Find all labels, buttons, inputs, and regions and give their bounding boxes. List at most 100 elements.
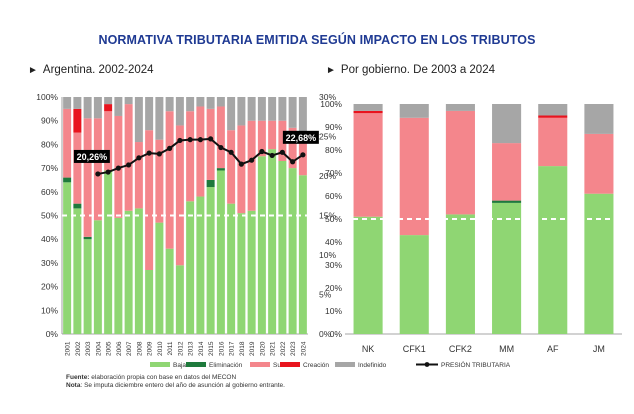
tax-pressure-label: 20,26% — [77, 152, 108, 162]
right-y-tick-label: 30% — [325, 260, 342, 270]
left-bar-segment — [155, 97, 164, 140]
left-x-tick-label: 2001 — [65, 341, 72, 356]
left-bar-segment — [298, 139, 307, 176]
left-bar-segment — [206, 179, 215, 188]
tax-pressure-point — [259, 148, 265, 155]
tax-pressure-label: 22,68% — [286, 133, 317, 143]
left-x-tick-label: 2013 — [188, 341, 195, 356]
tax-pressure-point — [228, 149, 234, 155]
left-bar-segment — [216, 170, 225, 334]
tax-pressure-point — [249, 157, 255, 163]
right-bar-segment — [445, 214, 475, 334]
left-x-tick-label: 2016 — [218, 341, 225, 356]
left-y-tick-label: 30% — [41, 258, 58, 268]
left-bar-segment — [288, 168, 297, 334]
tax-pressure-point — [269, 152, 275, 159]
secondary-y-tick-label: 15% — [319, 211, 336, 221]
source-label: Fuente: — [66, 374, 90, 381]
secondary-y-tick-label: 20% — [319, 171, 336, 181]
legend-swatch-suba — [250, 362, 270, 367]
left-bar-segment — [104, 97, 113, 105]
right-bar-segment — [445, 104, 475, 111]
left-bar-segment — [206, 108, 215, 180]
right-x-tick-label: CFK1 — [403, 344, 426, 354]
tax-pressure-point — [279, 149, 285, 155]
left-x-tick-label: 2023 — [290, 341, 297, 356]
left-bar-segment — [83, 97, 92, 119]
left-bar-segment — [268, 120, 277, 150]
tax-pressure-point — [126, 162, 132, 168]
left-x-tick-label: 2002 — [75, 341, 82, 356]
legend-swatch-baja — [150, 362, 170, 367]
left-bar-segment — [227, 203, 236, 334]
footnote-label: Nota — [66, 382, 81, 389]
left-bar-segment — [227, 130, 236, 204]
right-chart-subtitle: ► Por gobierno. De 2003 a 2024 — [326, 64, 495, 76]
tax-pressure-point — [238, 161, 244, 167]
right-y-tick-label: 10% — [325, 306, 342, 316]
tax-pressure-label-box — [73, 149, 110, 163]
left-bar-segment — [63, 97, 72, 109]
left-x-tick-label: 2010 — [157, 341, 164, 356]
left-y-tick-label: 100% — [36, 92, 58, 102]
left-bar-segment — [93, 97, 102, 119]
right-y-tick-label: 60% — [325, 191, 342, 201]
footnote-text: : Se imputa diciembre entero del año de … — [80, 382, 285, 389]
left-bar-segment — [73, 108, 82, 133]
left-bar-segment — [298, 175, 307, 334]
left-bar-segment — [268, 149, 277, 334]
left-bar-segment — [124, 104, 133, 211]
left-bar-segment — [155, 222, 164, 334]
right-bar-segment — [353, 216, 383, 334]
left-bar-segment — [257, 156, 266, 334]
legend-swatch-indefinido — [335, 362, 355, 367]
right-bar-segment — [538, 166, 568, 334]
chart-title: NORMATIVA TRIBUTARIA EMITIDA SEGÚN IMPAC… — [98, 33, 536, 47]
right-bar-segment — [584, 104, 614, 134]
tax-pressure-label-box — [282, 130, 319, 144]
left-bar-segment — [216, 97, 225, 107]
left-bar-segment — [237, 97, 246, 126]
left-x-tick-label: 2009 — [147, 341, 154, 356]
left-bar-segment — [298, 97, 307, 140]
left-bar-segment — [175, 125, 184, 266]
right-bar-segment — [538, 117, 568, 167]
left-y-tick-label: 20% — [41, 282, 58, 292]
left-bar-segment — [165, 248, 174, 334]
right-bar-segment — [492, 202, 522, 334]
legend-label-presion: PRESIÓN TRIBUTARIA — [441, 360, 511, 369]
left-x-tick-label: 2014 — [198, 341, 205, 356]
left-bar-segment — [134, 142, 143, 209]
left-bar-segment — [278, 97, 287, 121]
tax-pressure-point — [167, 145, 173, 151]
left-bar-segment — [227, 97, 236, 131]
footnote: Nota: Se imputa diciembre entero del año… — [66, 382, 285, 389]
left-y-tick-label: 60% — [41, 187, 58, 197]
left-bar-segment — [247, 120, 256, 211]
pointer-icon: ► — [28, 65, 38, 76]
left-bar-segment — [145, 270, 154, 334]
tax-pressure-point — [146, 150, 152, 156]
secondary-y-tick-label: 30% — [319, 92, 336, 102]
left-bar-segment — [237, 213, 246, 334]
left-bar-segment — [278, 120, 287, 161]
right-y-tick-label: 0% — [330, 329, 343, 339]
right-bar-segment — [399, 235, 429, 334]
left-bar-segment — [134, 208, 143, 334]
left-x-tick-label: 2024 — [300, 341, 307, 356]
left-bar-segment — [134, 97, 143, 143]
left-bar-segment — [114, 217, 123, 334]
left-bar-segment — [73, 208, 82, 334]
right-bar-segment — [399, 117, 429, 236]
right-y-tick-label: 20% — [325, 283, 342, 293]
secondary-y-tick-label: 10% — [319, 250, 336, 260]
left-x-tick-label: 2006 — [116, 341, 123, 356]
secondary-y-tick-label: 0% — [319, 329, 332, 339]
right-y-tick-label: 50% — [325, 214, 342, 224]
tax-pressure-point — [136, 155, 142, 161]
right-bar-segment — [492, 143, 522, 201]
secondary-y-tick-label: 25% — [319, 132, 336, 142]
right-y-tick-label: 70% — [325, 168, 342, 178]
left-x-tick-label: 2003 — [85, 341, 92, 356]
left-bar-segment — [278, 160, 287, 334]
